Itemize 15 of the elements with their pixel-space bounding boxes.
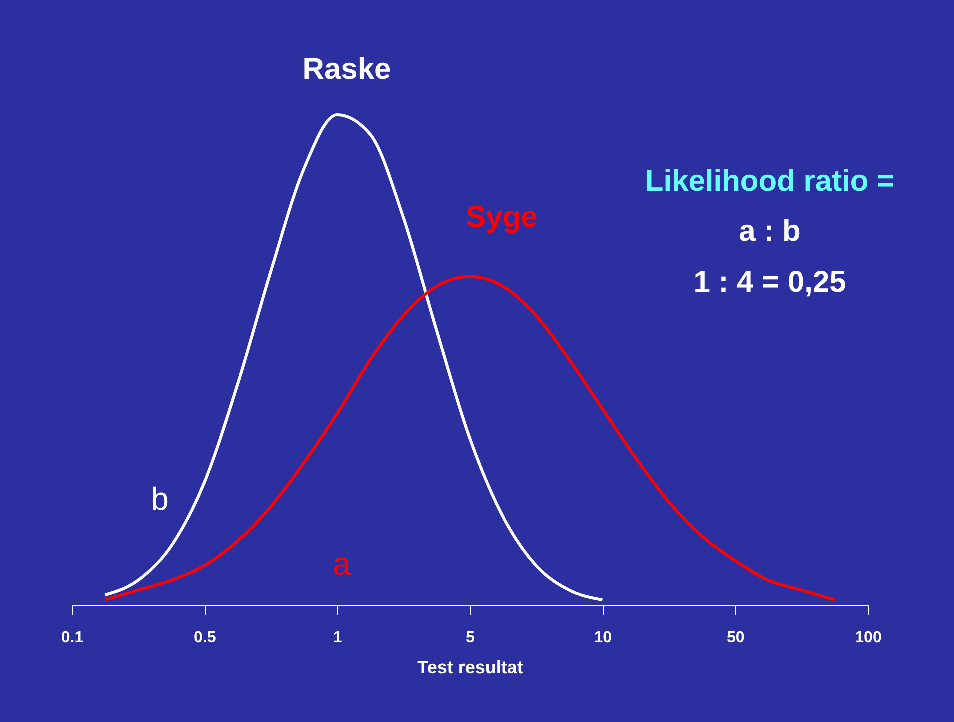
x-tick-label: 10 [594, 630, 612, 646]
x-axis-title: Test resultat [418, 658, 524, 678]
x-tick-label: 0.1 [61, 630, 84, 646]
x-tick-label: 100 [855, 630, 882, 646]
x-tick-label: 50 [726, 630, 745, 646]
annotation: b [151, 481, 169, 517]
annotation: 1 : 4 = 0,25 [694, 266, 846, 299]
annotation: a : b [739, 215, 801, 248]
series-label: Raske [302, 53, 392, 86]
x-tick-label: 1 [333, 630, 342, 646]
series-label: Syge [466, 201, 538, 234]
annotation: Likelihood ratio = [645, 165, 895, 198]
x-tick-label: 5 [466, 630, 476, 646]
x-tick-label: 0.5 [194, 630, 216, 646]
annotation: a [333, 546, 352, 582]
